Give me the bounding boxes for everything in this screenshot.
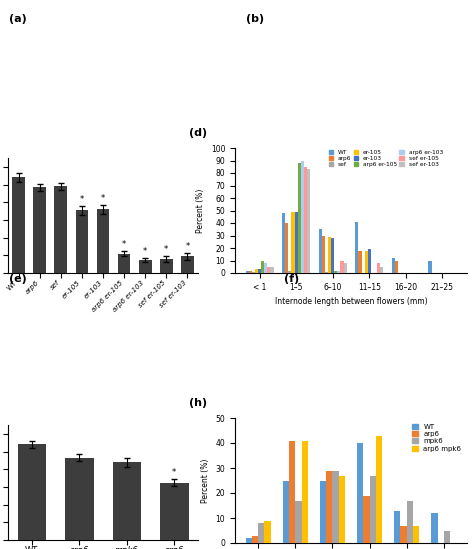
- Bar: [444, 530, 450, 543]
- Bar: [112, 462, 141, 540]
- Text: (b): (b): [246, 14, 264, 24]
- Bar: [75, 210, 88, 273]
- Text: *: *: [122, 240, 126, 249]
- Bar: [65, 458, 93, 540]
- Bar: [295, 501, 301, 543]
- Bar: [258, 523, 264, 543]
- Bar: [55, 186, 67, 273]
- Bar: [326, 470, 332, 543]
- Bar: [267, 267, 271, 273]
- Bar: [365, 250, 368, 273]
- Bar: [264, 263, 267, 273]
- Bar: [380, 267, 383, 273]
- Bar: [328, 237, 331, 273]
- Text: *: *: [80, 195, 84, 204]
- Text: *: *: [143, 247, 147, 256]
- Bar: [258, 269, 261, 273]
- Bar: [304, 167, 307, 273]
- Bar: [377, 263, 380, 273]
- Bar: [246, 538, 252, 543]
- Bar: [394, 511, 401, 543]
- Text: (e): (e): [9, 274, 27, 284]
- Bar: [337, 271, 340, 273]
- Bar: [261, 260, 264, 273]
- Bar: [370, 475, 376, 543]
- Bar: [33, 187, 46, 273]
- Bar: [319, 229, 322, 273]
- Bar: [249, 271, 252, 273]
- Bar: [97, 209, 109, 273]
- Bar: [376, 435, 382, 543]
- Bar: [301, 440, 308, 543]
- Bar: [271, 267, 273, 273]
- Bar: [283, 480, 289, 543]
- Bar: [331, 238, 334, 273]
- Y-axis label: Percent (%): Percent (%): [196, 188, 205, 233]
- Bar: [339, 475, 345, 543]
- Y-axis label: Percent (%): Percent (%): [201, 458, 210, 503]
- Text: *: *: [172, 468, 176, 477]
- Text: *: *: [164, 245, 168, 254]
- Bar: [252, 535, 258, 543]
- Bar: [160, 483, 189, 540]
- Bar: [264, 520, 271, 543]
- Bar: [301, 160, 304, 273]
- Bar: [255, 269, 258, 273]
- Bar: [363, 496, 370, 543]
- Bar: [160, 259, 173, 273]
- Bar: [307, 169, 310, 273]
- Bar: [288, 271, 292, 273]
- Bar: [413, 525, 419, 543]
- Bar: [294, 212, 298, 273]
- Text: *: *: [185, 242, 190, 251]
- Bar: [18, 445, 46, 540]
- Bar: [407, 501, 413, 543]
- Bar: [431, 513, 438, 543]
- Bar: [368, 249, 371, 273]
- Bar: [285, 223, 288, 273]
- Bar: [356, 222, 358, 273]
- Bar: [344, 263, 346, 273]
- Bar: [401, 525, 407, 543]
- Bar: [252, 272, 255, 273]
- Bar: [282, 213, 285, 273]
- Bar: [246, 271, 249, 273]
- Bar: [358, 250, 362, 273]
- X-axis label: Internode length between flowers (mm): Internode length between flowers (mm): [275, 297, 428, 306]
- Bar: [12, 177, 25, 273]
- Bar: [322, 236, 325, 273]
- Bar: [292, 212, 294, 273]
- Text: (a): (a): [9, 14, 27, 24]
- Bar: [181, 256, 194, 273]
- Bar: [118, 254, 130, 273]
- Text: (h): (h): [189, 397, 207, 407]
- Text: (f): (f): [284, 274, 300, 284]
- Bar: [428, 260, 432, 273]
- Legend: WT, arp6, mpk6, arp6 mpk6: WT, arp6, mpk6, arp6 mpk6: [410, 422, 464, 454]
- Legend: WT, arp6, sef, er-105, er-103, arp6 er-105, arp6 er-103, sef er-105, sef er-103: WT, arp6, sef, er-105, er-103, arp6 er-1…: [327, 148, 445, 169]
- Bar: [395, 260, 398, 273]
- Bar: [320, 480, 326, 543]
- Bar: [357, 443, 363, 543]
- Text: *: *: [101, 194, 105, 203]
- Bar: [334, 271, 337, 273]
- Bar: [289, 440, 295, 543]
- Bar: [325, 272, 328, 273]
- Bar: [332, 470, 339, 543]
- Bar: [392, 258, 395, 273]
- Bar: [139, 260, 152, 273]
- Bar: [340, 260, 344, 273]
- Text: (d): (d): [189, 127, 207, 137]
- Bar: [298, 163, 301, 273]
